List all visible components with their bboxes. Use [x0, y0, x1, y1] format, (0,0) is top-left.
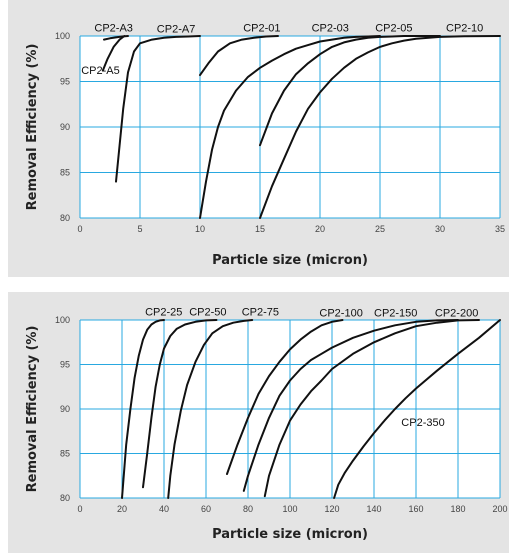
series-line-cp2-01: [199, 35, 279, 77]
series-line-cp2-100: [226, 319, 344, 475]
series-label-cp2-05: CP2-05: [375, 22, 412, 34]
series-label-cp2-350: CP2-350: [401, 417, 444, 429]
series-line-cp2-75: [167, 319, 254, 499]
chart-panel-top: 0 5 10 15 20 25 30 35 80 85 90 95 100 CP2-A3 CP2-A7 CP2…: [8, 0, 509, 277]
series-label-cp2-a7: CP2-A7: [157, 23, 196, 35]
x-tick-label: 30: [435, 224, 445, 234]
x-tick-label: 200: [492, 504, 507, 514]
series-label-cp2-150: CP2-150: [374, 307, 417, 319]
y-tick-label: 100: [55, 31, 70, 41]
series-label-cp2-a5: CP2-A5: [81, 65, 120, 77]
y-tick-label: 95: [60, 360, 70, 370]
series-label-cp2-50: CP2-50: [189, 307, 226, 319]
y-tick-label: 80: [60, 213, 70, 223]
series-label-cp2-200: CP2-200: [435, 307, 478, 319]
y-tick-label: 95: [60, 77, 70, 87]
series-line-cp2-25: [121, 319, 165, 499]
series-line-cp2-150: [242, 319, 459, 492]
x-tick-label: 80: [243, 504, 253, 514]
series-line-cp2-200: [263, 319, 480, 498]
y-axis-title: Removal Efficiency (%): [25, 44, 40, 211]
x-tick-label: 160: [408, 504, 423, 514]
x-tick-label: 60: [201, 504, 211, 514]
x-tick-label: 140: [366, 504, 381, 514]
series-label-cp2-03: CP2-03: [312, 22, 349, 34]
x-tick-label: 100: [282, 504, 297, 514]
series-label-cp2-75: CP2-75: [242, 307, 279, 319]
chart-top: 0 5 10 15 20 25 30 35 80 85 90 95 100 CP2-A3 CP2-A7 CP2…: [25, 22, 505, 268]
series-line-cp2-a7: [115, 35, 201, 183]
x-tick-label: 20: [117, 504, 127, 514]
y-tick-label: 80: [60, 493, 70, 503]
x-tick-label: 15: [255, 224, 265, 234]
y-tick-label: 85: [60, 168, 70, 178]
y-tick-label: 100: [55, 315, 70, 325]
x-tick-label: 25: [375, 224, 385, 234]
series-label-cp2-100: CP2-100: [319, 307, 362, 319]
y-axis-title: Removal Efficiency (%): [25, 326, 40, 493]
x-tick-label: 20: [315, 224, 325, 234]
y-tick-label: 90: [60, 122, 70, 132]
x-axis-title: Particle size (micron): [212, 527, 368, 542]
series-line-cp2-10: [259, 35, 501, 219]
series-label-cp2-10: CP2-10: [446, 22, 483, 34]
x-tick-label: 5: [137, 224, 142, 234]
x-tick-label: 10: [195, 224, 205, 234]
series-line-cp2-a5: [101, 35, 126, 72]
series-line-cp2-50: [142, 319, 218, 489]
y-tick-label: 90: [60, 404, 70, 414]
y-tick-label: 85: [60, 449, 70, 459]
series-label-cp2-01: CP2-01: [243, 22, 280, 34]
series-line-cp2-350: [333, 319, 501, 499]
x-tick-label: 120: [324, 504, 339, 514]
x-tick-label: 40: [159, 504, 169, 514]
x-axis-title: Particle size (micron): [212, 253, 368, 268]
x-tick-label: 180: [450, 504, 465, 514]
chart-bottom: 0 20 40 60 80 100 120 140 160 180 200 80 85 90 95 100 CP…: [25, 307, 508, 542]
x-tick-label: 0: [77, 504, 82, 514]
series-line-cp2-05: [259, 35, 441, 147]
x-tick-label: 0: [77, 224, 82, 234]
series-label-cp2-a3: CP2-A3: [94, 22, 133, 34]
chart-panel-bottom: 0 20 40 60 80 100 120 140 160 180 200 80 85 90 95 100 CP…: [8, 292, 509, 553]
x-tick-label: 35: [495, 224, 505, 234]
series-label-cp2-25: CP2-25: [145, 307, 182, 319]
series-line-cp2-03: [199, 35, 381, 219]
